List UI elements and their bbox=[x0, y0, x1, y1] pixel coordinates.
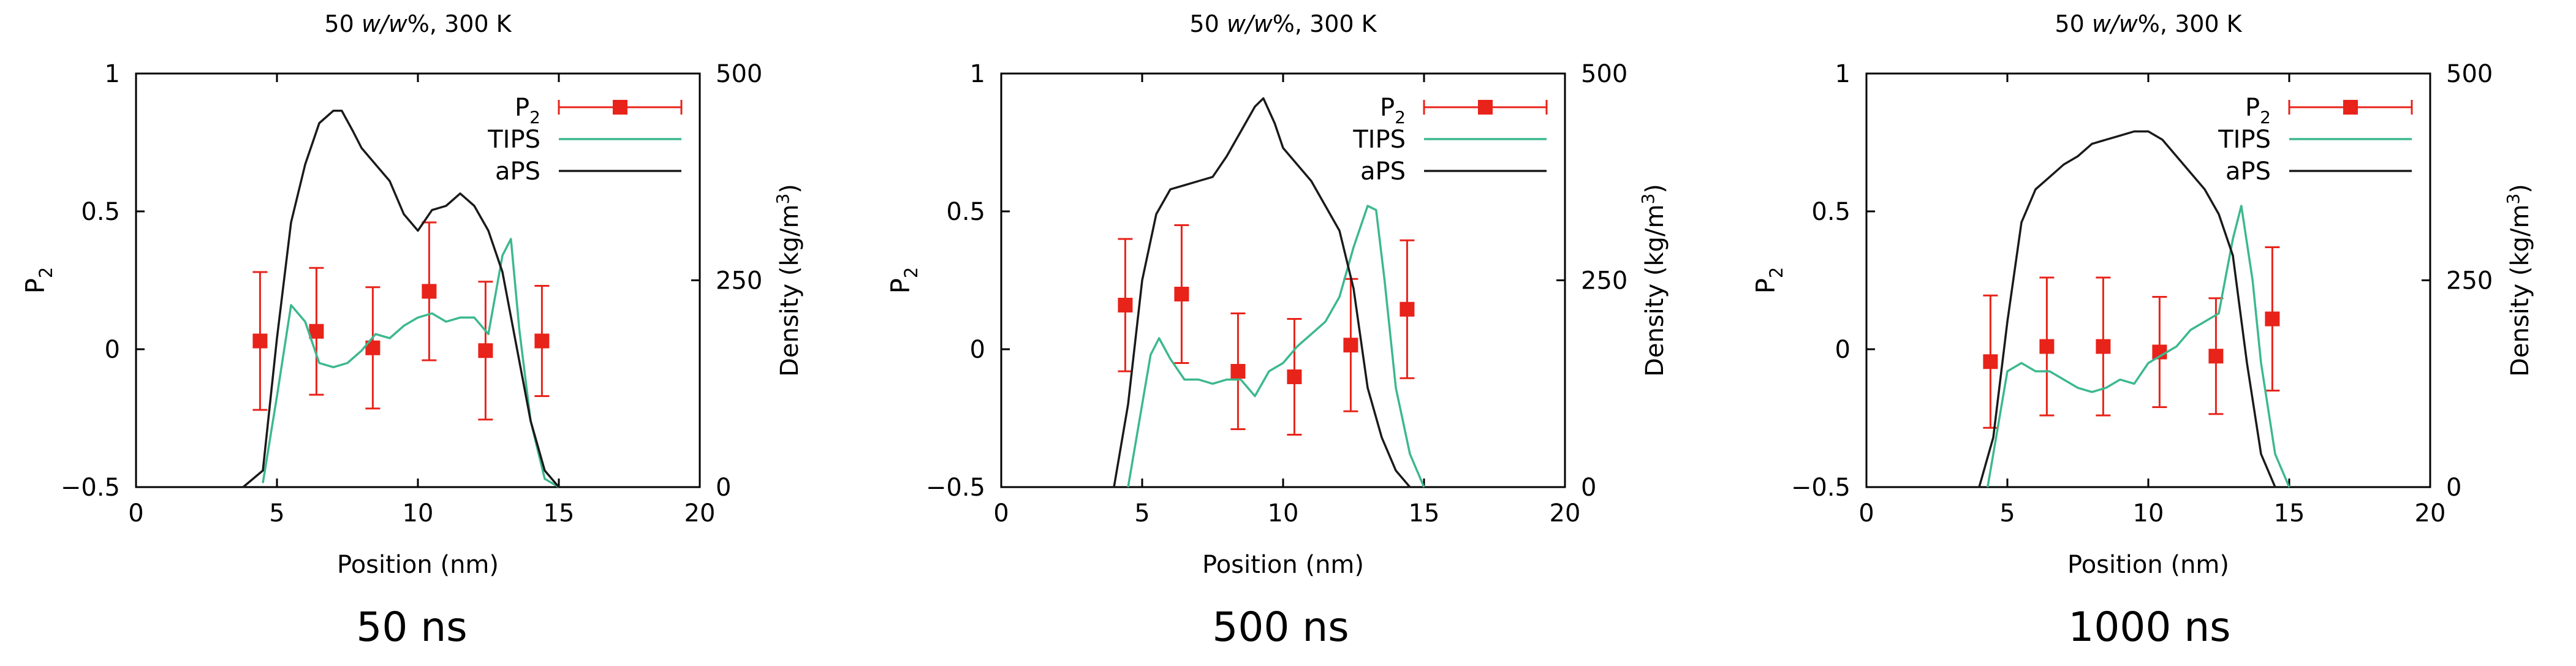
x-tick-label: 15 bbox=[544, 499, 575, 528]
p2-point bbox=[309, 324, 324, 339]
y-tick-label: 0.5 bbox=[81, 198, 120, 226]
y-tick-label: 1 bbox=[105, 60, 120, 88]
x-tick-label: 20 bbox=[2415, 499, 2446, 528]
p2-point bbox=[534, 333, 550, 349]
p2-point bbox=[1983, 354, 1998, 369]
x-tick-label: 0 bbox=[128, 499, 143, 528]
legend-label-p2: P2 bbox=[1380, 94, 1406, 127]
y2-tick-label: 500 bbox=[716, 60, 762, 88]
x-tick-label: 10 bbox=[403, 499, 434, 528]
p2-point bbox=[1400, 301, 1415, 317]
y2-tick-label: 250 bbox=[716, 267, 762, 295]
legend-label-aps: aPS bbox=[1360, 157, 1406, 186]
p2-point bbox=[252, 333, 268, 349]
x-tick-label: 20 bbox=[684, 499, 716, 528]
x-axis-label: Position (nm) bbox=[2067, 551, 2229, 579]
chart-title: 50 w/w%, 300 K bbox=[324, 10, 512, 37]
aps-density-line bbox=[1978, 130, 2276, 488]
p2-point bbox=[1343, 338, 1358, 353]
panel-caption-1000ns: 1000 ns bbox=[2068, 604, 2231, 651]
x-tick-label: 10 bbox=[2133, 499, 2164, 528]
p2-point bbox=[478, 343, 493, 358]
x-tick-label: 0 bbox=[1858, 499, 1874, 528]
y2-tick-label: 250 bbox=[2446, 267, 2493, 295]
legend-p2-marker bbox=[1478, 100, 1493, 115]
legend-label-tips: TIPS bbox=[1352, 126, 1406, 154]
p2-point bbox=[2208, 349, 2224, 364]
legend-p2-marker bbox=[2343, 100, 2358, 115]
chart-title: 50 w/w%, 300 K bbox=[2055, 10, 2242, 37]
x-tick-label: 5 bbox=[269, 499, 284, 528]
x-axis-label: Position (nm) bbox=[1202, 551, 1364, 579]
p2-point bbox=[2265, 311, 2280, 327]
y-tick-label: 0 bbox=[970, 336, 985, 364]
x-tick-label: 5 bbox=[1999, 499, 2015, 528]
y2-tick-label: 0 bbox=[716, 474, 731, 502]
y-tick-label: 1 bbox=[970, 60, 985, 88]
p2-point bbox=[1287, 369, 1302, 384]
legend-label-tips: TIPS bbox=[2218, 126, 2271, 154]
y-tick-label: −0.5 bbox=[61, 474, 120, 502]
y-tick-label: 0 bbox=[1835, 336, 1851, 364]
aps-density-line bbox=[242, 110, 560, 488]
p2-point bbox=[422, 284, 437, 299]
y2-tick-label: 500 bbox=[2446, 60, 2493, 88]
panel-caption-500ns: 500 ns bbox=[1212, 604, 1349, 651]
x-axis-label: Position (nm) bbox=[337, 551, 499, 579]
legend-p2-marker bbox=[613, 100, 627, 115]
y-tick-label: −0.5 bbox=[926, 474, 985, 502]
tips-density-line bbox=[262, 238, 559, 488]
y-tick-label: 0.5 bbox=[946, 198, 985, 226]
tips-density-line bbox=[1127, 205, 1425, 488]
legend-label-p2: P2 bbox=[515, 94, 540, 127]
y-axis-label: P2 bbox=[20, 267, 56, 294]
x-tick-label: 15 bbox=[1409, 499, 1440, 528]
x-tick-label: 0 bbox=[993, 499, 1009, 528]
x-tick-label: 10 bbox=[1268, 499, 1299, 528]
y2-axis-label: Density (kg/m3) bbox=[773, 184, 804, 377]
y-tick-label: 0.5 bbox=[1811, 198, 1851, 226]
legend-label-aps: aPS bbox=[495, 157, 540, 186]
chart-panel-1: 50 w/w%, 300 K 0 5 10 15 20 1 0.5 0 −0.5 500 250 0 Po… bbox=[20, 10, 804, 579]
plot-frame bbox=[135, 72, 701, 488]
p2-point bbox=[1174, 287, 1189, 301]
panel-caption-50ns: 50 ns bbox=[356, 604, 468, 651]
y-axis-label: P2 bbox=[885, 267, 922, 294]
x-tick-label: 15 bbox=[2274, 499, 2305, 528]
legend-label-tips: TIPS bbox=[487, 126, 540, 154]
chart-panel-2: 50 w/w%, 300 K 0 5 10 15 20 1 0.5 0 −0.5 500 250 0 Po… bbox=[885, 10, 1669, 579]
y-tick-label: 0 bbox=[105, 336, 120, 364]
chart-title: 50 w/w%, 300 K bbox=[1189, 10, 1377, 37]
p2-point bbox=[1230, 364, 1246, 379]
chart-panel-3: 50 w/w%, 300 K0 5 10 15 2010.50−0.55002500Po… bbox=[1751, 10, 2534, 579]
p2-point bbox=[2039, 339, 2055, 354]
y-tick-label: 1 bbox=[1835, 60, 1851, 88]
y-axis-label: P2 bbox=[1751, 267, 1787, 294]
p2-point bbox=[1118, 298, 1133, 312]
plot-frame bbox=[1865, 72, 2431, 488]
y2-tick-label: 250 bbox=[1581, 267, 1627, 295]
x-tick-label: 20 bbox=[1550, 499, 1581, 528]
legend-label-p2: P2 bbox=[2245, 94, 2271, 127]
y2-tick-label: 500 bbox=[1581, 60, 1627, 88]
aps-density-line bbox=[1113, 97, 1411, 488]
p2-point bbox=[2096, 339, 2111, 354]
y2-tick-label: 0 bbox=[1581, 474, 1596, 502]
legend-label-aps: aPS bbox=[2226, 157, 2271, 186]
x-tick-label: 5 bbox=[1134, 499, 1150, 528]
y-tick-label: −0.5 bbox=[1791, 474, 1851, 502]
plot-frame bbox=[1000, 72, 1566, 488]
y2-axis-label: Density (kg/m3) bbox=[2503, 184, 2534, 377]
tips-density-line bbox=[1987, 205, 2290, 488]
y2-tick-label: 0 bbox=[2446, 474, 2461, 502]
y2-axis-label: Density (kg/m3) bbox=[1638, 184, 1669, 377]
